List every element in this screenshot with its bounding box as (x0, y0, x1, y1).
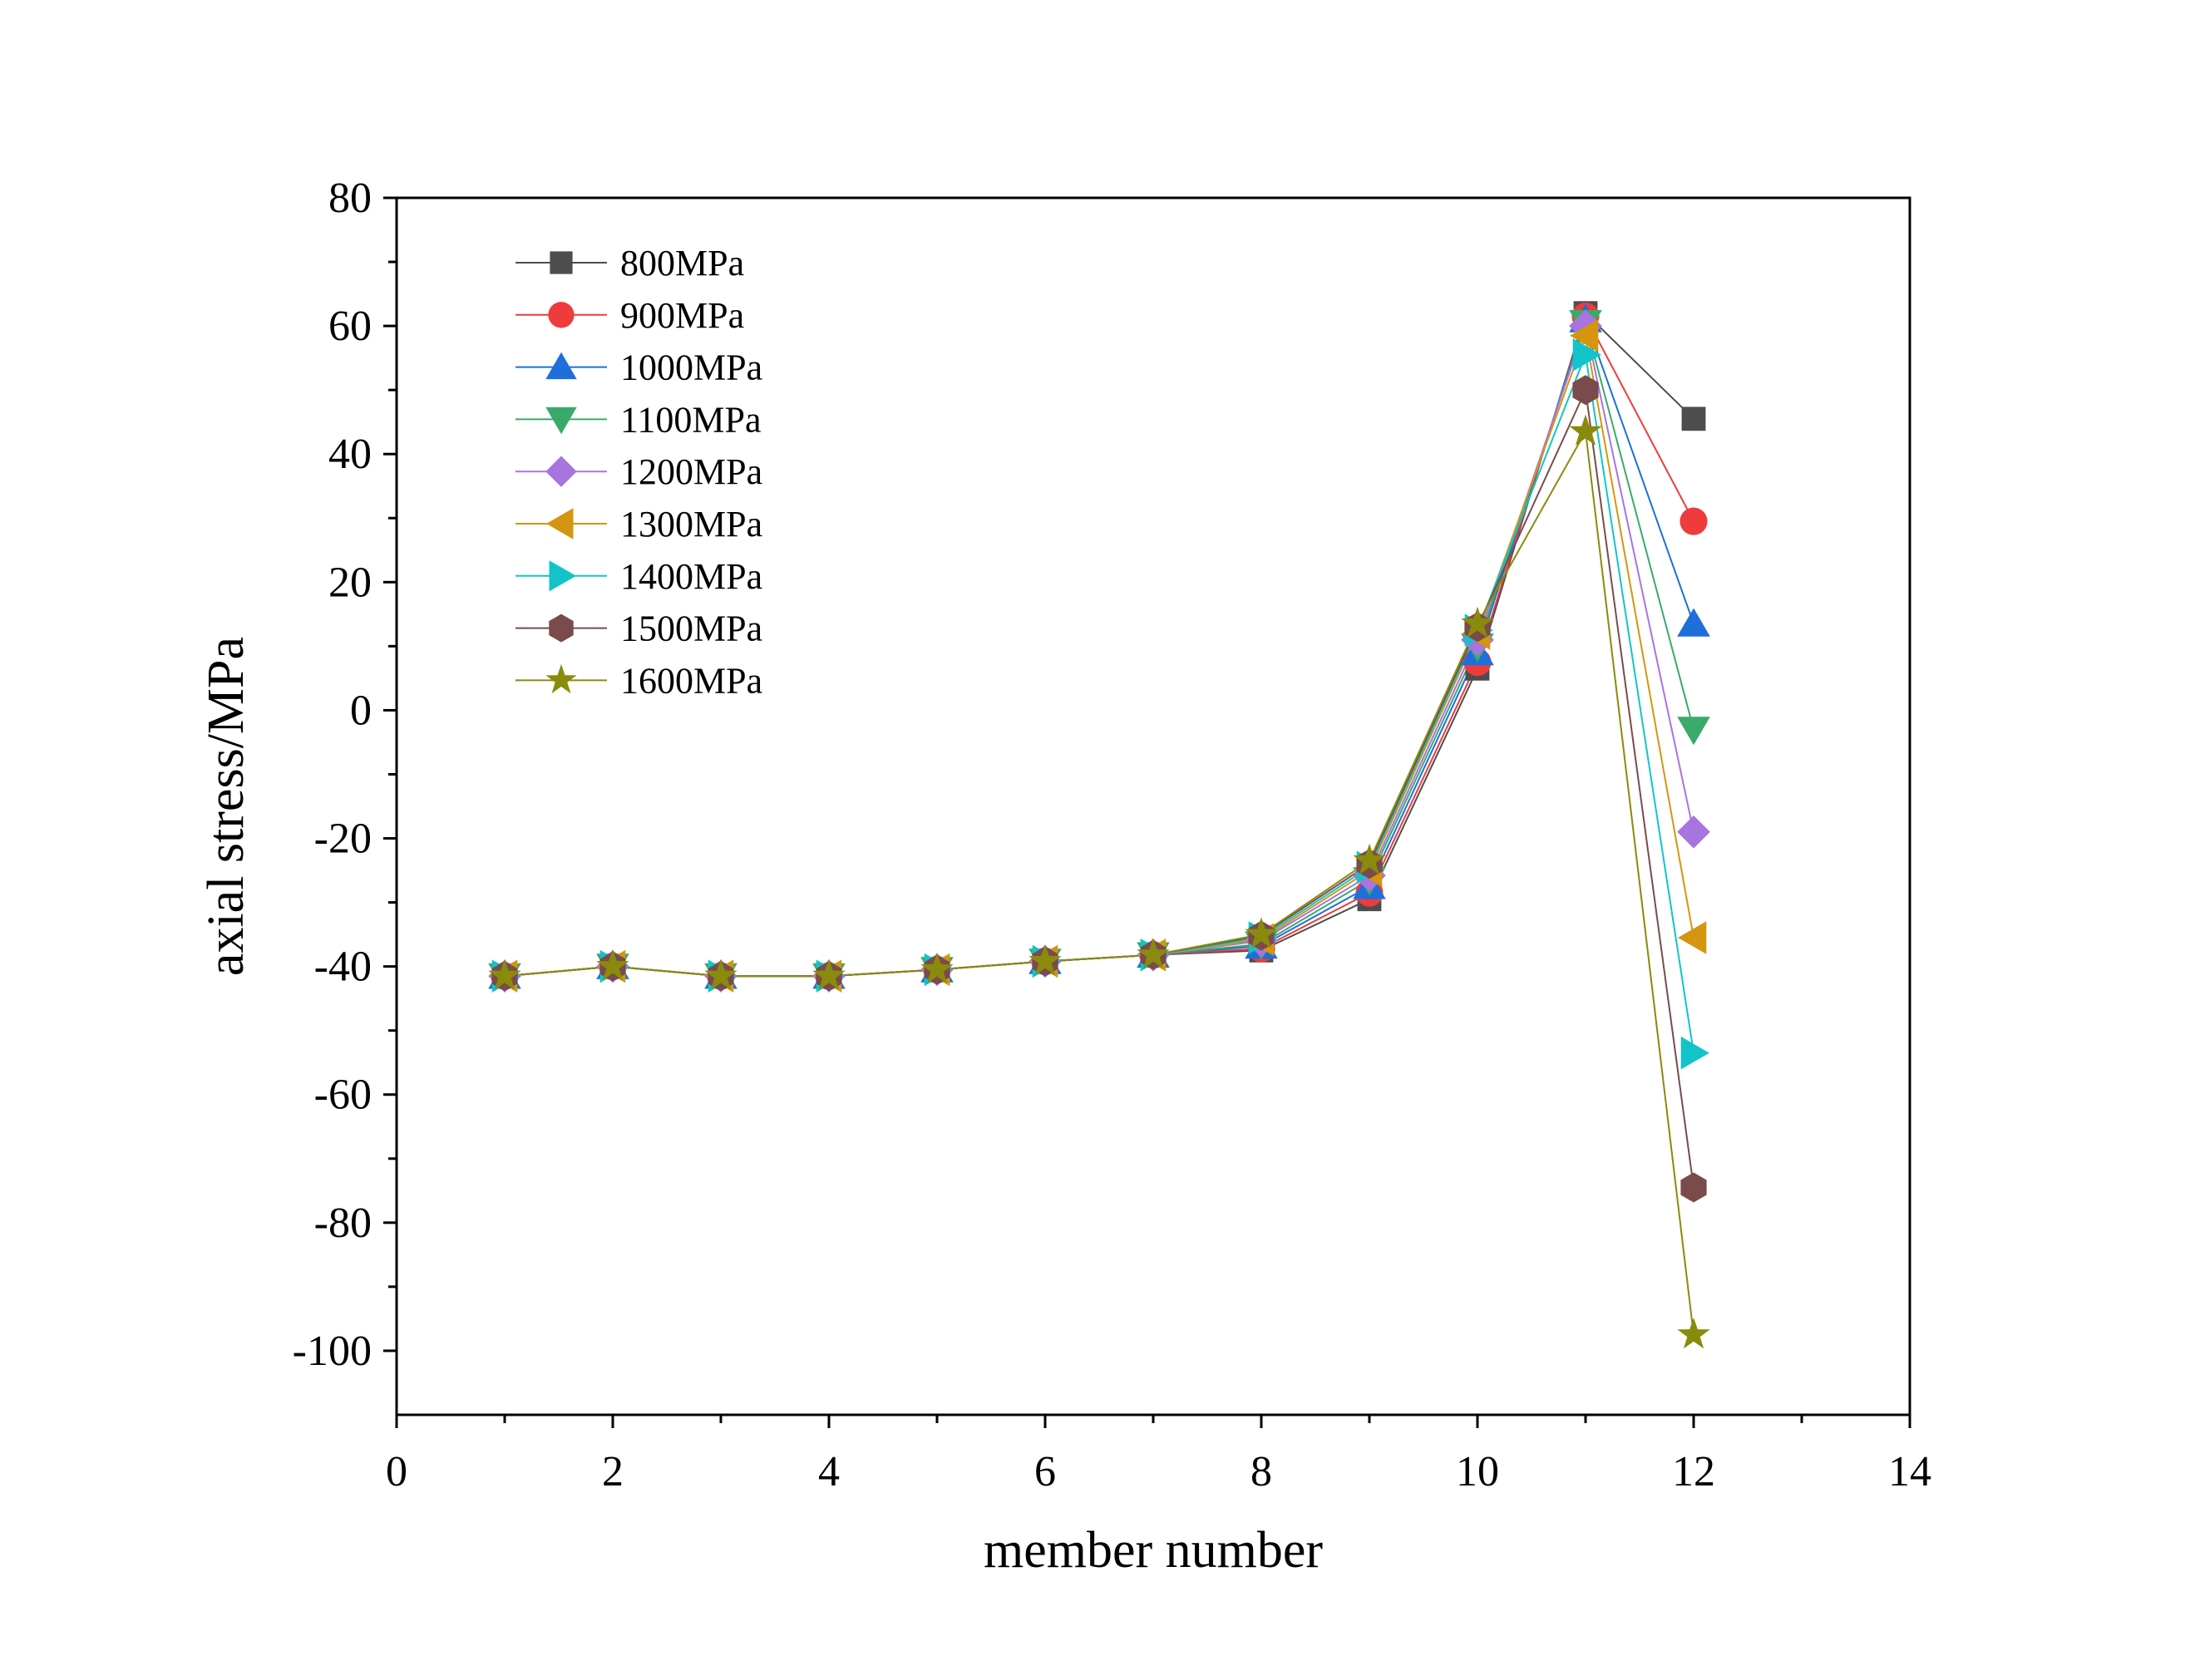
legend-label: 1000MPa (620, 347, 762, 388)
data-point (920, 952, 954, 984)
series-line-1600MPa (504, 429, 1694, 1335)
legend-marker (546, 508, 574, 539)
x-tick-label: 0 (386, 1448, 407, 1495)
x-tick-label: 8 (1250, 1448, 1272, 1495)
series-markers-1600MPa (488, 414, 1710, 1349)
data-point (1680, 1172, 1707, 1203)
legend-item: 1500MPa (515, 608, 762, 649)
legend-item: 1200MPa (515, 451, 762, 492)
x-tick-label: 6 (1034, 1448, 1056, 1495)
data-point (1569, 414, 1602, 446)
data-point (1677, 1318, 1710, 1349)
data-point (1028, 943, 1062, 976)
y-axis-title: axial stress/MPa (198, 637, 254, 976)
legend-label: 1200MPa (620, 451, 762, 492)
data-point (1678, 921, 1707, 954)
data-point (1570, 318, 1599, 352)
x-tick-label: 12 (1672, 1448, 1715, 1495)
y-tick-label: 40 (328, 431, 372, 478)
y-tick-label: -20 (314, 815, 372, 863)
legend-marker (549, 560, 576, 592)
y-tick-label: 60 (328, 303, 372, 350)
data-point (1461, 606, 1494, 638)
x-tick-label: 14 (1888, 1448, 1931, 1495)
data-point (1677, 608, 1710, 637)
x-tick-label: 10 (1456, 1448, 1499, 1495)
data-point (1677, 815, 1710, 849)
x-tick-label: 2 (602, 1448, 624, 1495)
legend-marker (545, 663, 577, 694)
legend-marker (545, 352, 577, 380)
legend-label: 1100MPa (620, 399, 762, 440)
data-point (488, 958, 521, 990)
legend-item: 800MPa (515, 243, 744, 283)
data-point (812, 958, 846, 990)
legend-label: 1600MPa (620, 660, 762, 701)
legend-label: 1500MPa (620, 608, 762, 649)
y-tick-label: 80 (328, 175, 372, 222)
data-point (596, 948, 629, 981)
legend-marker (550, 251, 573, 274)
data-point (1245, 917, 1278, 948)
y-tick-label: 20 (328, 559, 372, 606)
legend-item: 1000MPa (515, 347, 762, 388)
y-tick-label: 0 (350, 687, 372, 734)
data-point (1680, 507, 1708, 535)
y-tick-label: -60 (314, 1072, 372, 1119)
legend-item: 1100MPa (515, 399, 762, 440)
legend-marker (549, 613, 574, 643)
legend-label: 900MPa (620, 295, 744, 336)
ticks-layer: 0 2 4 6 8 10 12 14 -100 -80 -60 -40 -20 0 20 40 60 80 (293, 175, 1931, 1495)
data-point (1680, 1036, 1709, 1070)
x-axis-title: member number (984, 1522, 1323, 1579)
x-tick-label: 4 (818, 1448, 840, 1495)
legend-label: 1300MPa (620, 504, 762, 544)
data-point (1353, 843, 1386, 875)
data-point (704, 958, 737, 990)
legend-marker (548, 302, 575, 328)
legend-label: 800MPa (620, 243, 744, 283)
legend-marker (545, 406, 577, 435)
data-point (1681, 406, 1706, 431)
legend-marker (545, 456, 577, 487)
legend: 800MPa 900MPa 1000MPa 1100MPa 1200MPa 1300MPa… (515, 243, 762, 701)
legend-label: 1400MPa (620, 556, 762, 597)
series-layer (488, 301, 1710, 1349)
data-point (1572, 338, 1601, 372)
y-tick-label: -80 (314, 1200, 372, 1247)
y-tick-label: -100 (293, 1328, 372, 1375)
legend-item: 1300MPa (515, 504, 762, 544)
data-point (1572, 375, 1599, 406)
legend-item: 1600MPa (515, 660, 762, 701)
data-point (1677, 717, 1710, 746)
y-tick-label: -40 (314, 943, 372, 991)
legend-item: 1400MPa (515, 556, 762, 597)
legend-item: 900MPa (515, 295, 744, 336)
data-point (1137, 938, 1170, 969)
